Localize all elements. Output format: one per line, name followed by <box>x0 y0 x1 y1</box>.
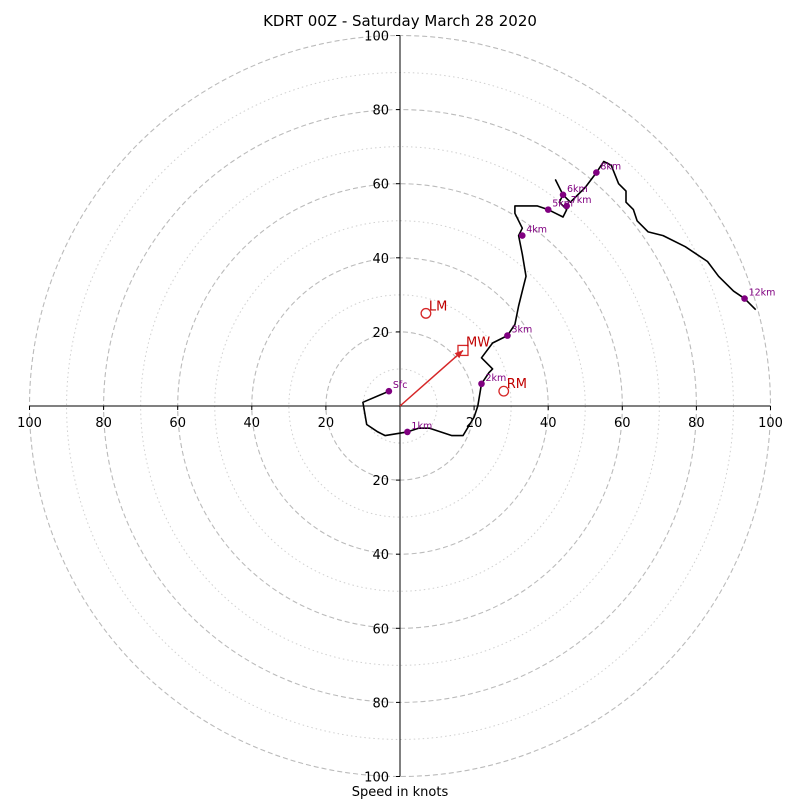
y-tick-label: 60 <box>372 178 389 193</box>
tick-labels: 100 80 60 40 20 20 40 60 80 100 20 40 60 80 100 20 40 60 8… <box>17 30 783 786</box>
x-tick-label: 100 <box>758 416 783 431</box>
height-label-1km: 1km <box>411 421 432 432</box>
height-marker-12km <box>741 295 748 302</box>
height-marker-4km <box>518 232 526 239</box>
x-tick-label: 100 <box>17 416 42 431</box>
height-marker-5km <box>544 206 552 213</box>
x-tick-label: 20 <box>318 416 335 431</box>
x-tick-label: 40 <box>244 416 261 431</box>
wind-profile-line <box>362 160 757 437</box>
right-mover-marker <box>498 385 510 397</box>
height-label-6km: 6km <box>567 184 588 195</box>
height-label-12km: 12km <box>749 288 776 299</box>
y-tick-label: 40 <box>372 252 389 267</box>
x-tick-label: 80 <box>95 416 112 431</box>
y-tick-label: 100 <box>364 771 389 786</box>
height-marker-1km <box>404 428 411 436</box>
height-label-4km: 4km <box>526 225 547 236</box>
x-tick-label: 60 <box>614 416 631 431</box>
mean-wind-arrow <box>399 349 464 407</box>
y-tick-label: 40 <box>372 548 389 563</box>
x-tick-label: 20 <box>466 416 483 431</box>
left-mover-label: LM <box>429 299 447 314</box>
wind-profile <box>362 160 757 437</box>
height-marker-6km <box>559 191 567 199</box>
height-label-8km: 8km <box>600 162 621 173</box>
height-marker-8km <box>593 169 600 176</box>
right-mover-label: RM <box>507 377 527 392</box>
y-tick-label: 80 <box>372 696 389 711</box>
height-label-7km: 7km <box>571 195 592 206</box>
height-marker-7km <box>563 202 571 210</box>
y-tick-label: 60 <box>372 622 389 637</box>
y-tick-label: 20 <box>372 474 389 489</box>
x-tick-label: 40 <box>540 416 557 431</box>
y-tick-label: 80 <box>372 104 389 119</box>
x-tick-label: 80 <box>688 416 705 431</box>
height-label-3km: 3km <box>511 325 532 336</box>
height-label-Sfc: Sfc <box>393 380 408 391</box>
x-axis-label: Speed in knots <box>352 785 449 800</box>
storm-motion: MW LM RM <box>399 299 527 407</box>
mean-wind-label: MW <box>466 335 490 350</box>
left-mover-marker <box>420 307 432 319</box>
height-label-5km: 5km <box>552 199 573 210</box>
height-marker-2km <box>478 380 485 388</box>
mean-wind-marker <box>457 344 469 357</box>
y-tick-label: 20 <box>372 326 389 341</box>
height-marker-Sfc <box>385 387 393 395</box>
mean-wind-arrowhead <box>454 350 463 359</box>
x-tick-label: 60 <box>169 416 186 431</box>
height-marker-3km <box>504 332 511 339</box>
height-label-2km: 2km <box>486 373 507 384</box>
y-tick-label: 100 <box>364 30 389 45</box>
chart-title: KDRT 00Z - Saturday March 28 2020 <box>263 12 537 30</box>
